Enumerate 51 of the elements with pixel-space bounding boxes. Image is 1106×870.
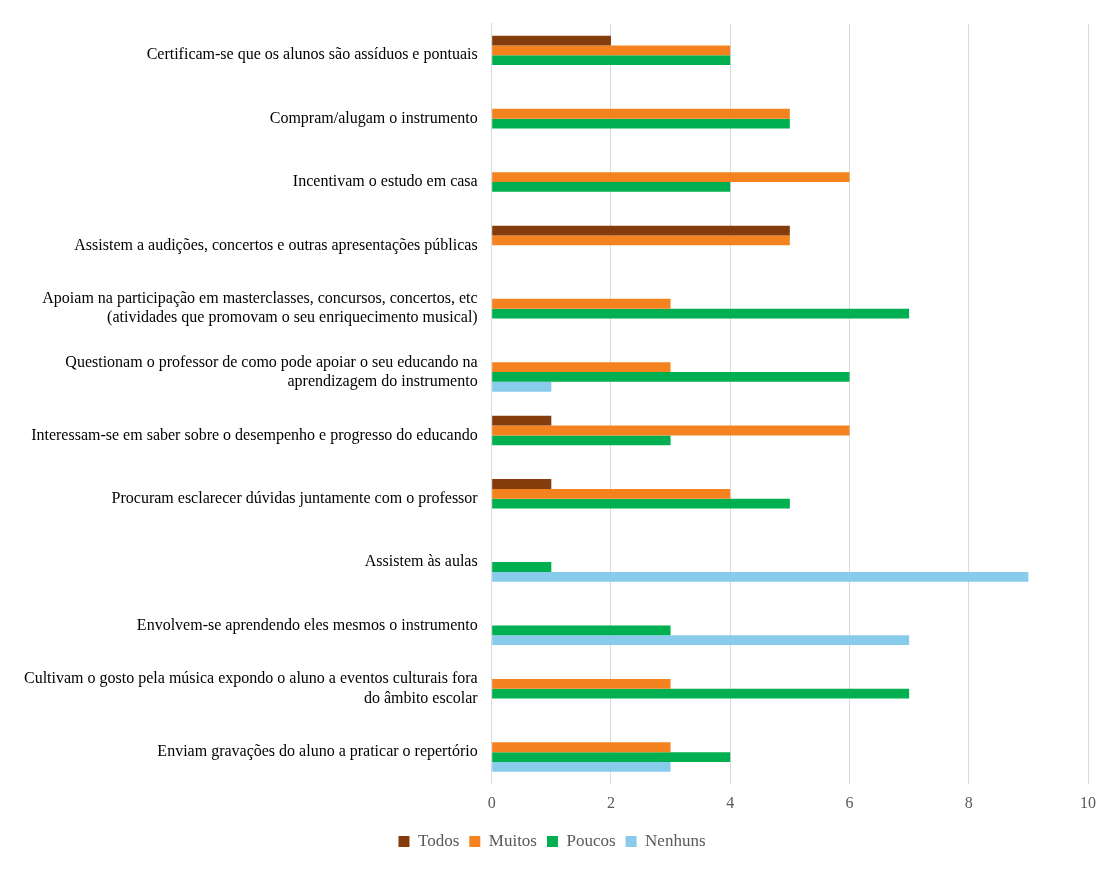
y-tick-label: Apoiam na participação em masterclasses, concursos, concertos, etc (atividades que promovam o seu enriquecimento musical) bbox=[42, 289, 478, 327]
y-tick-label: Assistem a audições, concertos e outras apresentações públicas bbox=[74, 235, 478, 254]
y-tick-label: Envolvem-se aprendendo eles mesmos o instrumento bbox=[136, 615, 478, 634]
bar bbox=[492, 425, 850, 436]
bar bbox=[492, 742, 671, 753]
y-tick-label: Certificam-se que os alunos são assíduos e pontuais bbox=[146, 45, 478, 64]
bar bbox=[492, 761, 671, 772]
bar bbox=[492, 688, 910, 699]
bar bbox=[492, 562, 552, 572]
legend-label: Nenhuns bbox=[645, 830, 706, 850]
y-tick-label: Questionam o professor de como pode apoiar o seu educando na aprendizagem do instrumento bbox=[65, 352, 478, 390]
x-tick-label: 8 bbox=[964, 793, 973, 811]
bar bbox=[492, 362, 671, 373]
bar bbox=[492, 752, 731, 762]
bar bbox=[492, 235, 790, 246]
bar bbox=[492, 571, 1029, 582]
bar bbox=[492, 298, 671, 309]
y-tick-label: Cultivam o gosto pela música expondo o aluno a eventos culturais fora do âmbito escolar bbox=[24, 669, 479, 706]
bar bbox=[492, 45, 731, 56]
x-tick-label: 0 bbox=[487, 793, 496, 811]
bar bbox=[492, 108, 790, 119]
bar bbox=[492, 435, 671, 446]
bar bbox=[492, 172, 850, 182]
bar bbox=[492, 415, 552, 426]
bar bbox=[492, 225, 790, 236]
y-tick-label: Interessam-se em saber sobre o desempenho e progresso do educando bbox=[31, 425, 478, 444]
bar bbox=[492, 479, 552, 489]
bar bbox=[492, 635, 910, 646]
bar bbox=[492, 498, 790, 509]
legend-label: Poucos bbox=[566, 830, 616, 850]
bar bbox=[492, 381, 552, 392]
x-tick-label: 2 bbox=[606, 793, 615, 811]
bar bbox=[492, 488, 731, 499]
bar bbox=[492, 678, 671, 689]
y-tick-label: Enviam gravações do aluno a praticar o repertório bbox=[157, 742, 478, 761]
x-tick-label: 4 bbox=[726, 793, 735, 811]
x-tick-label: 10 bbox=[1080, 793, 1096, 811]
bar bbox=[492, 35, 611, 46]
y-tick-label: Assistem às aulas bbox=[364, 552, 478, 570]
legend-label: Todos bbox=[417, 830, 460, 850]
bar bbox=[492, 118, 790, 129]
bar bbox=[492, 372, 850, 382]
legend-label: Muitos bbox=[488, 830, 537, 850]
bar bbox=[492, 308, 910, 319]
bar bbox=[492, 181, 731, 192]
x-tick-label: 6 bbox=[845, 793, 854, 811]
y-tick-label: Procuram esclarecer dúvidas juntamente com o professor bbox=[111, 488, 479, 507]
bar bbox=[492, 625, 671, 636]
y-tick-label: Incentivam o estudo em casa bbox=[292, 172, 478, 190]
y-tick-label: Compram/alugam o instrumento bbox=[269, 108, 478, 127]
bar bbox=[492, 55, 731, 66]
